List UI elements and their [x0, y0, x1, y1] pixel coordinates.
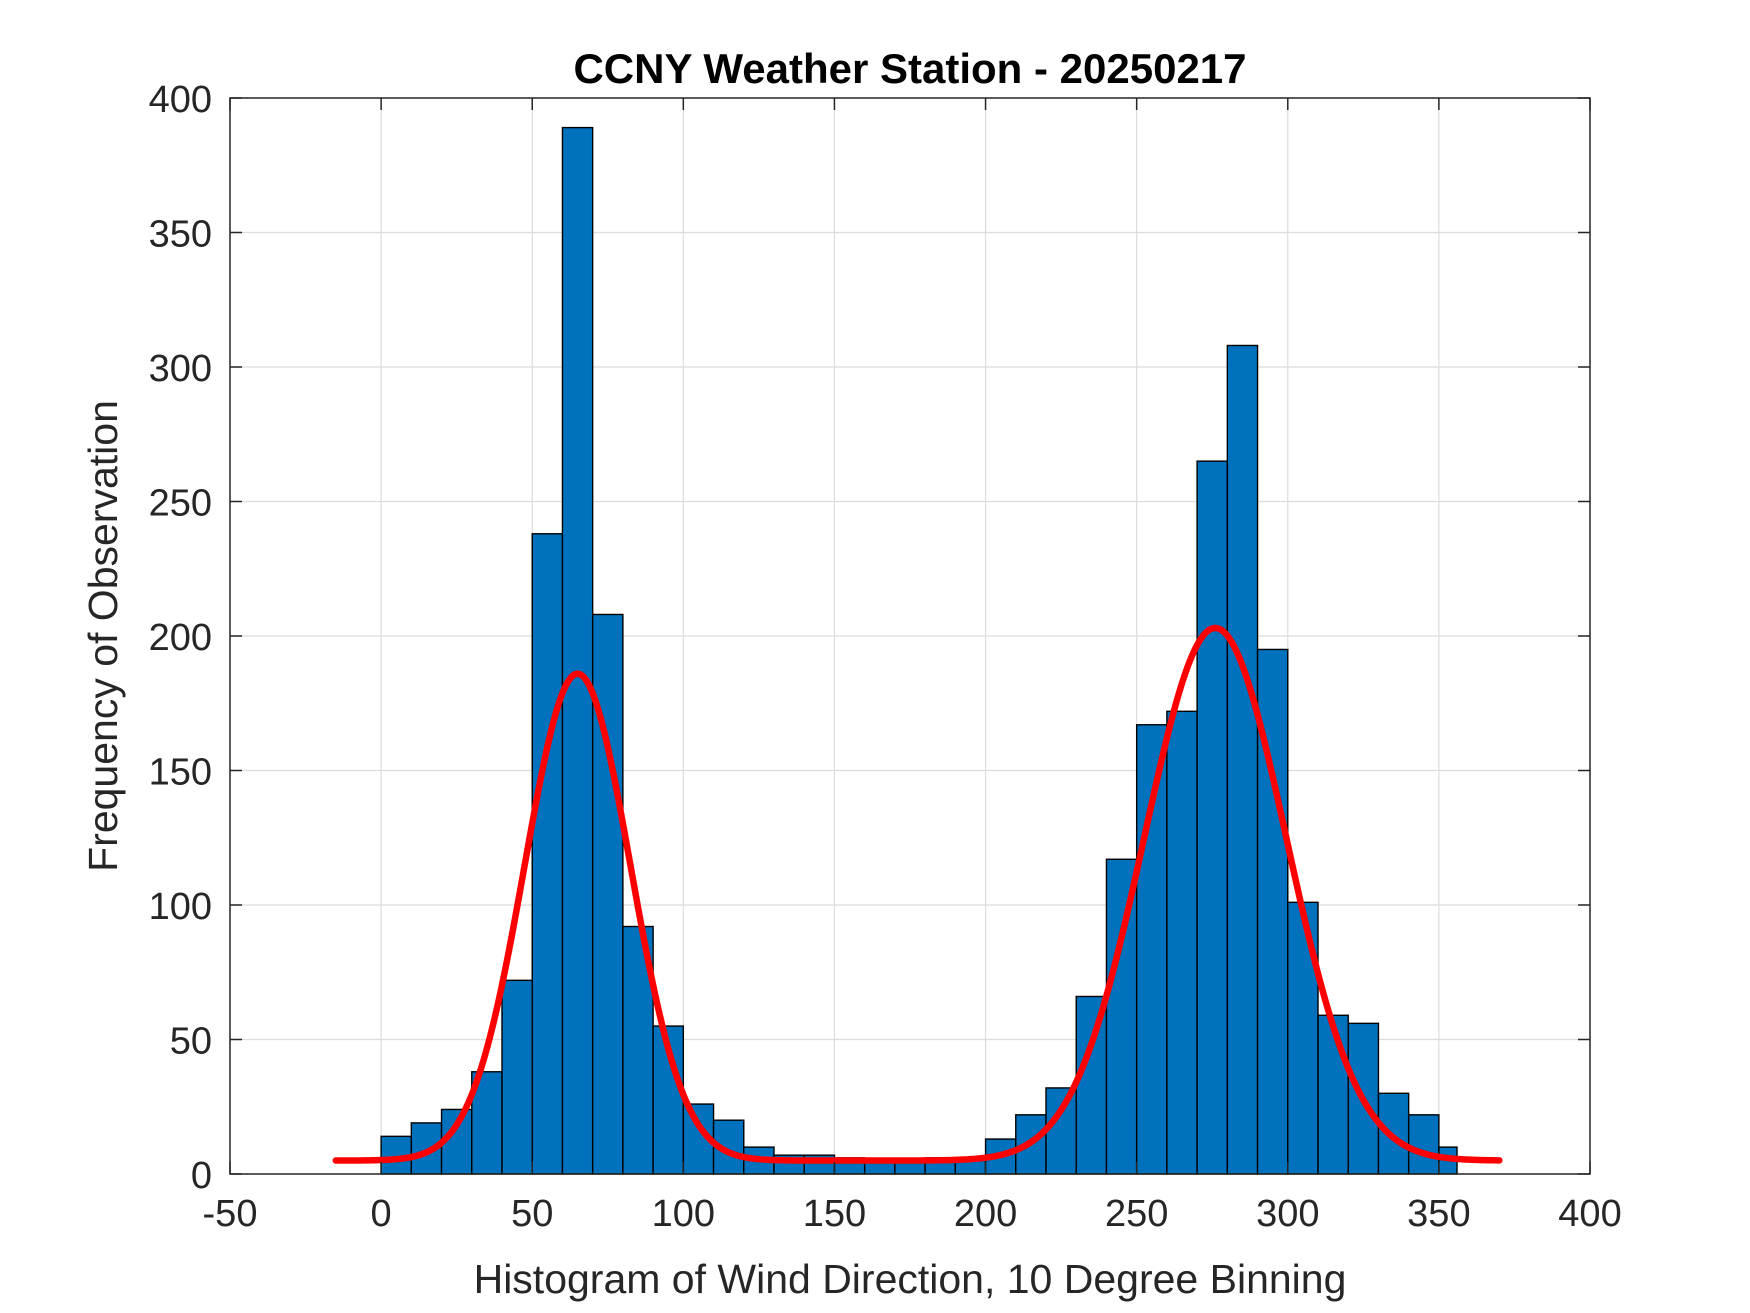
x-tick-label: 100	[652, 1193, 715, 1235]
x-tick-labels: -50 0 50 100 150 200 250 300 350 400	[203, 1193, 1622, 1235]
y-tick-label: 200	[149, 617, 212, 659]
histogram-bar	[1045, 1087, 1077, 1175]
y-tick-labels: 0 50 100 150 200 250 300 350 400	[149, 79, 212, 1197]
histogram-bar	[1407, 1114, 1440, 1175]
axis-ticks	[229, 97, 1591, 1175]
y-tick-label: 50	[170, 1021, 212, 1063]
y-tick-label: 150	[149, 752, 212, 794]
histogram-bar	[1075, 995, 1108, 1175]
histogram-bar	[501, 979, 533, 1175]
y-axis-label: Frequency of Observation	[80, 400, 126, 872]
x-tick-label: 0	[371, 1193, 392, 1235]
chart-title: CCNY Weather Station - 20250217	[573, 45, 1246, 92]
y-tick-label: 350	[149, 214, 212, 256]
x-tick-label: 400	[1558, 1193, 1621, 1235]
histogram-bar	[1317, 1014, 1349, 1175]
y-tick-label: 0	[191, 1155, 212, 1197]
x-tick-label: 150	[803, 1193, 866, 1235]
y-tick-label: 300	[149, 348, 212, 390]
fit-curve-layer	[332, 624, 1503, 1164]
histogram-bar	[1196, 460, 1229, 1175]
histogram-bar	[531, 533, 564, 1175]
y-tick-label: 250	[149, 483, 212, 525]
histogram-bar	[1226, 344, 1259, 1175]
histogram-bar	[561, 126, 594, 1175]
histogram-bar	[1166, 710, 1198, 1175]
x-tick-label: 300	[1256, 1193, 1319, 1235]
x-axis-label: Histogram of Wind Direction, 10 Degree B…	[474, 1256, 1347, 1302]
y-tick-label: 400	[149, 79, 212, 121]
x-tick-label: 200	[954, 1193, 1017, 1235]
x-tick-label: -50	[203, 1193, 258, 1235]
y-tick-label: 100	[149, 886, 212, 928]
histogram-bars	[380, 126, 1458, 1175]
gaussian-fit-curve	[332, 624, 1503, 1164]
x-tick-label: 250	[1105, 1193, 1168, 1235]
x-tick-label: 50	[511, 1193, 553, 1235]
x-tick-label: 350	[1407, 1193, 1470, 1235]
